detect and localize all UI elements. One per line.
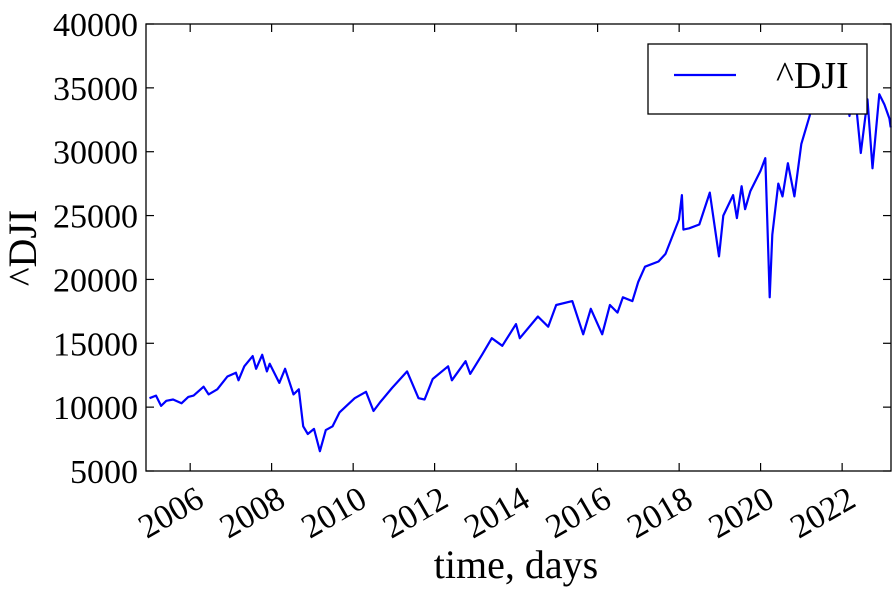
y-tick-label: 20000: [53, 262, 138, 299]
x-tick-label: 2008: [214, 480, 291, 546]
legend-box: [647, 43, 868, 115]
y-tick-label: 10000: [53, 390, 138, 427]
x-tick-label: 2012: [377, 480, 454, 546]
x-tick-label: 2018: [621, 480, 698, 546]
series-line-dji: [149, 63, 892, 453]
y-tick-label: 15000: [53, 326, 138, 363]
x-tick-label: 2022: [784, 480, 861, 546]
y-tick-label: 25000: [53, 199, 138, 236]
x-tick-label: 2006: [132, 480, 209, 546]
y-tick-label: 40000: [53, 7, 138, 44]
plot-frame: [145, 23, 892, 472]
y-tick-label: 35000: [53, 71, 138, 108]
y-tick-labels: 5000 10000 15000 20000 25000 30000 35000 40000: [53, 7, 138, 491]
legend-label-dji: ^DJI: [776, 55, 849, 97]
y-tick-label: 5000: [70, 454, 138, 491]
ticks-layer: [146, 23, 891, 472]
y-tick-label: 30000: [53, 135, 138, 172]
x-axis-label: time, days: [434, 542, 598, 587]
legend: ^DJI: [647, 43, 868, 115]
x-tick-label: 2016: [540, 480, 617, 546]
x-tick-label: 2014: [458, 480, 535, 546]
x-tick-labels: 2006 2008 2010 2012 2014 2016 2018 2020 2022: [132, 480, 861, 546]
x-tick-label: 2010: [295, 480, 372, 546]
x-tick-label: 2020: [703, 480, 780, 546]
y-axis-label: ^DJI: [0, 210, 45, 287]
